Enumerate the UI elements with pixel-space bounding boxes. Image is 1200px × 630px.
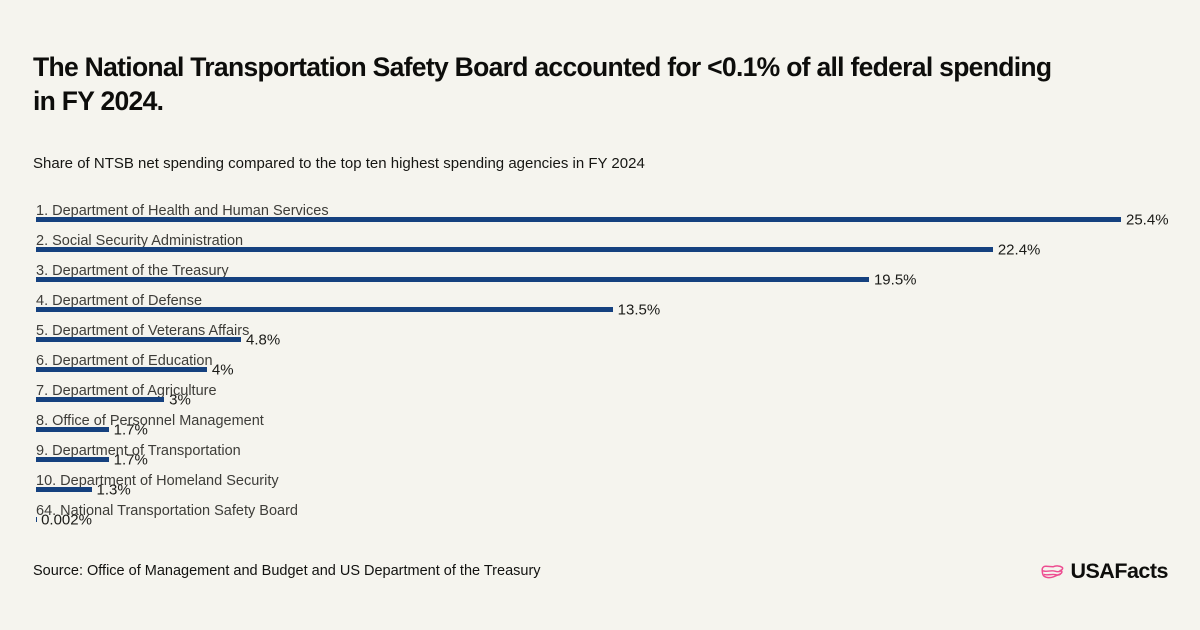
bar-row: 6. Department of Education 4% <box>0 352 1200 382</box>
bar-value-label: 25.4% <box>1126 211 1169 228</box>
bar-value-label: 0.002% <box>41 511 92 528</box>
bar-row: 7. Department of Agriculture 3% <box>0 382 1200 412</box>
bar-value-label: 22.4% <box>997 241 1041 258</box>
bar-category-label: 6. Department of Education <box>36 353 213 369</box>
bar-row: 3. Department of the Treasury 19.5% <box>0 262 1200 292</box>
bar-category-label: 1. Department of Health and Human Servic… <box>36 203 329 219</box>
bar-row: 8. Office of Personnel Management 1.7% <box>0 412 1200 442</box>
bar-category-label: 7. Department of Agriculture <box>36 383 217 399</box>
bar-row: 9. Department of Transportation 1.7% <box>0 442 1200 472</box>
bar-value-label: 3% <box>169 391 191 408</box>
page-title-line2: in FY 2024. <box>33 86 164 116</box>
bar <box>36 217 1121 222</box>
bar <box>36 337 242 342</box>
bar-row: 10. Department of Homeland Security 1.3% <box>0 472 1200 502</box>
bar-category-label: 64. National Transportation Safety Board <box>36 503 298 519</box>
bar-category-label: 10. Department of Homeland Security <box>36 473 279 489</box>
bar-category-label: 2. Social Security Administration <box>36 233 244 249</box>
bar-row: 64. National Transportation Safety Board… <box>0 502 1200 532</box>
bar <box>36 397 165 402</box>
bar <box>36 247 993 252</box>
bar-row: 4. Department of Defense 13.5% <box>0 292 1200 322</box>
page-title: The National Transportation Safety Board… <box>33 50 1193 118</box>
bar-row: 2. Social Security Administration 22.4% <box>0 232 1200 262</box>
source-text: Source: Office of Management and Budget … <box>33 563 541 579</box>
bar-value-label: 19.5% <box>873 271 917 288</box>
bar <box>36 457 109 462</box>
bar-value-label: 13.5% <box>617 301 661 318</box>
usafacts-logo: USAFacts <box>1040 559 1168 584</box>
bar-category-label: 4. Department of Defense <box>36 293 203 309</box>
bar-category-label: 3. Department of the Treasury <box>36 263 229 279</box>
bar-value-label: 1.7% <box>113 451 148 468</box>
bar <box>36 307 613 312</box>
bar <box>36 367 207 372</box>
page-title-line1: The National Transportation Safety Board… <box>33 52 1052 82</box>
bar <box>36 427 109 432</box>
bar <box>36 277 869 282</box>
bar <box>36 487 92 492</box>
bar-value-label: 4% <box>211 361 234 378</box>
bar-category-label: 5. Department of Veterans Affairs <box>36 323 250 339</box>
bar-category-label: 9. Department of Transportation <box>36 443 241 459</box>
bar-value-label: 4.8% <box>246 331 281 348</box>
usafacts-logo-text: USAFacts <box>1070 559 1168 583</box>
bar-category-label: 8. Office of Personnel Management <box>36 413 264 429</box>
bar-row: 5. Department of Veterans Affairs 4.8% <box>0 322 1200 352</box>
bar-row: 1. Department of Health and Human Servic… <box>0 202 1200 232</box>
bar-value-label: 1.3% <box>96 481 131 498</box>
chart-subtitle: Share of NTSB net spending compared to t… <box>33 155 645 172</box>
bar-value-label: 1.7% <box>113 421 148 438</box>
usafacts-usa-map-icon <box>1041 564 1064 578</box>
bar-chart: 1. Department of Health and Human Servic… <box>0 202 1200 532</box>
